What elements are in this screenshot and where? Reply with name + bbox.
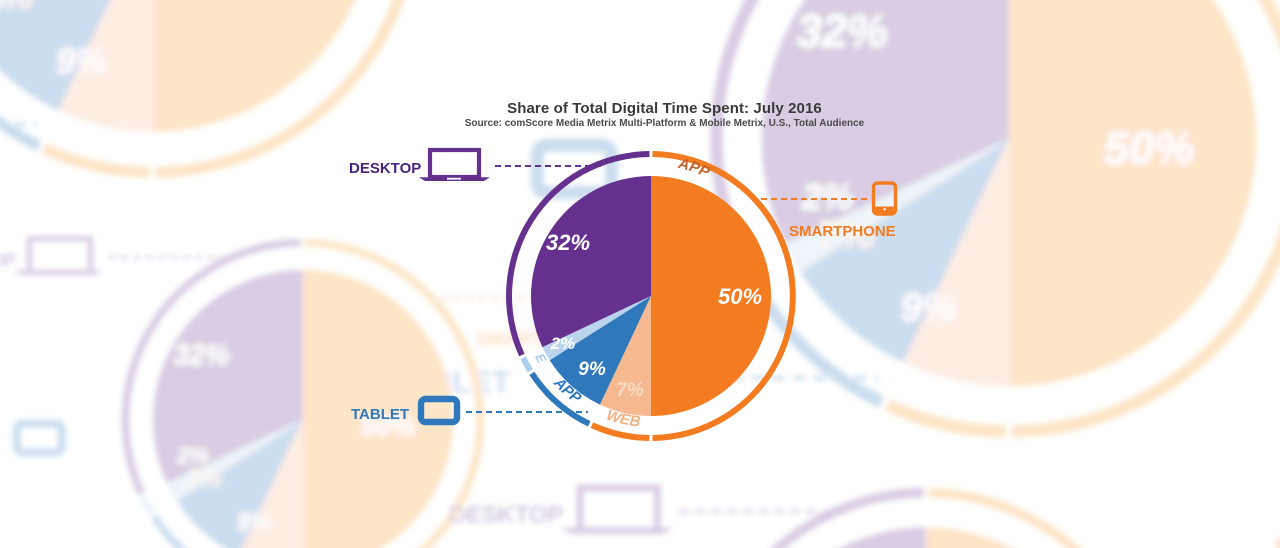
svg-text:TABLET: TABLET (351, 406, 409, 423)
svg-text:DESKTOP: DESKTOP (349, 160, 421, 177)
svg-text:SMARTPHONE: SMARTPHONE (789, 223, 896, 240)
svg-text:2%: 2% (550, 334, 576, 353)
svg-text:50%: 50% (718, 284, 762, 309)
svg-text:9%: 9% (578, 359, 606, 380)
svg-text:WEB: WEB (0, 0, 550, 366)
svg-text:APP: APP (676, 155, 713, 182)
svg-text:32%: 32% (546, 230, 590, 255)
svg-text:7%: 7% (616, 380, 644, 401)
